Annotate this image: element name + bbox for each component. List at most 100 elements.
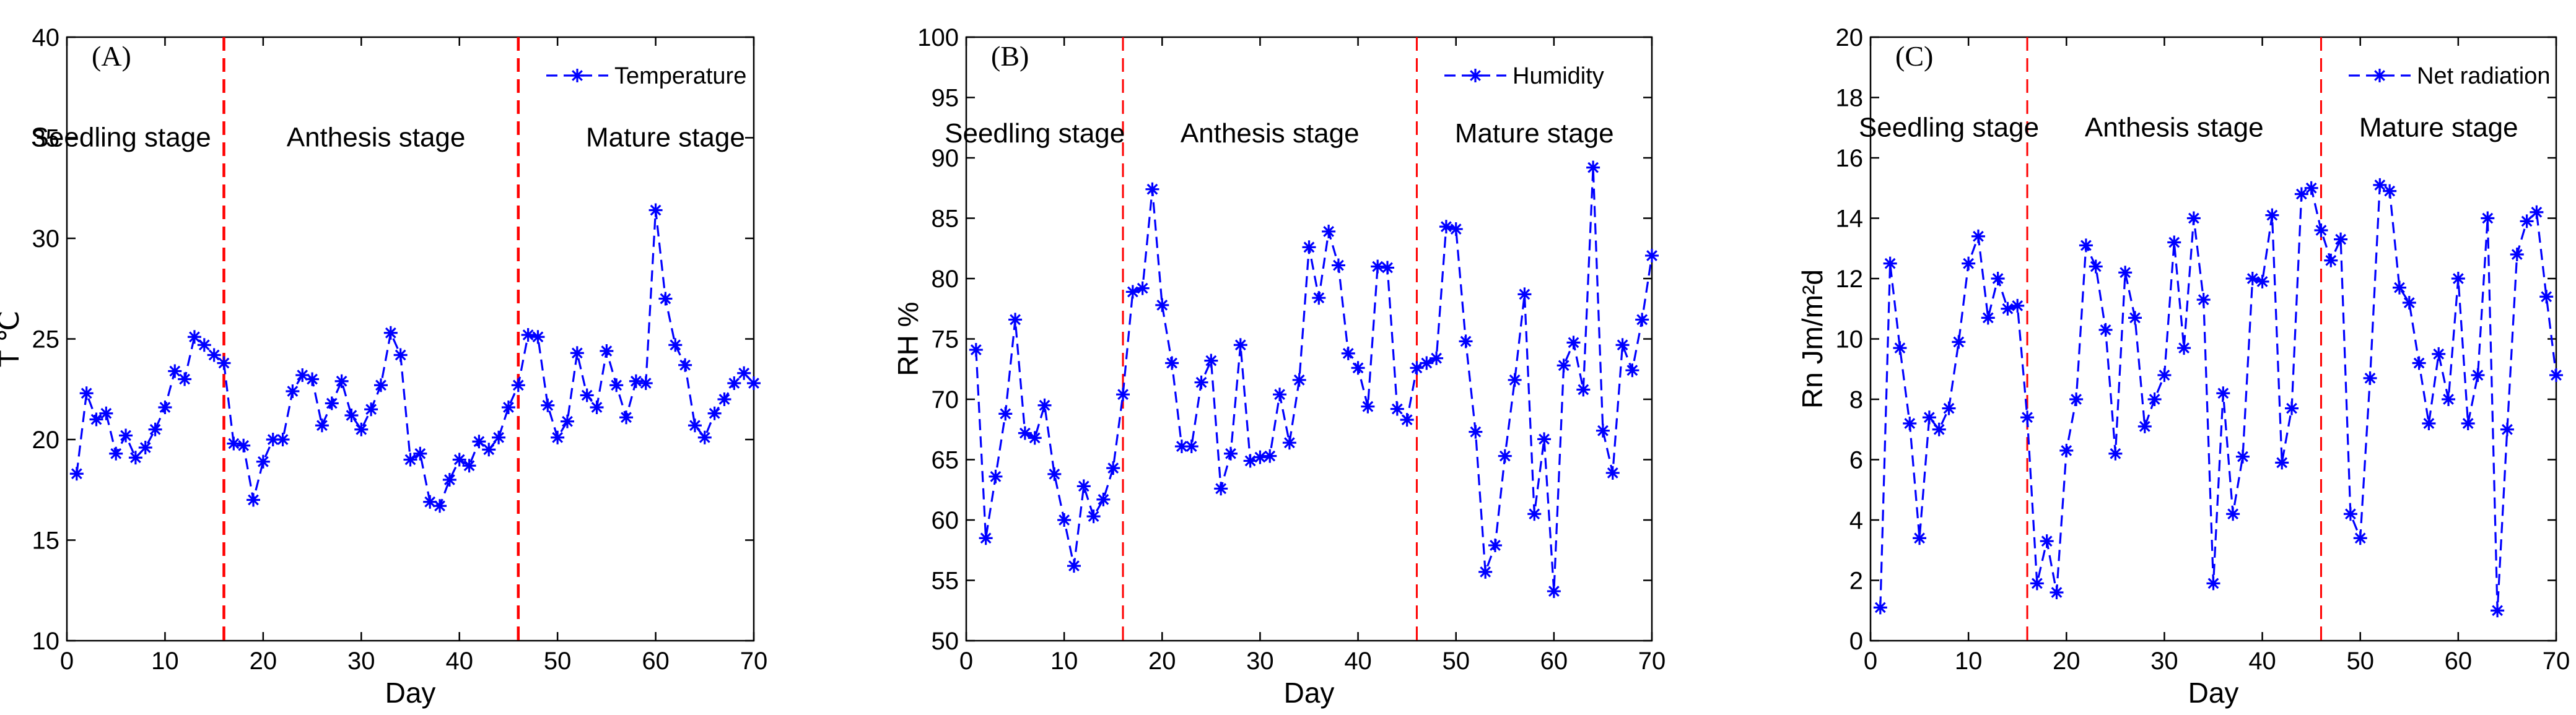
data-point [1233, 338, 1247, 352]
y-tick-label: 2 [1849, 568, 1863, 595]
data-point [168, 364, 182, 378]
data-point [2461, 417, 2475, 430]
data-point [2451, 272, 2465, 285]
data-point [2412, 356, 2426, 370]
data-point [1331, 258, 1345, 272]
data-point [2128, 311, 2142, 325]
y-tick-label: 90 [932, 145, 959, 172]
y-tick-label: 65 [932, 447, 959, 474]
data-point [2539, 290, 2554, 304]
data-point [2245, 272, 2259, 285]
data-point [1253, 450, 1267, 464]
panel-label: (B) [991, 40, 1029, 72]
x-tick-label: 0 [1864, 648, 1877, 675]
chart-panel-3: 0 10 20 30 40 50 60 70 0 2 4 6 8 10 12 14 16 18 20 Day Rn Jm… [1796, 24, 2570, 709]
data-point [2334, 232, 2348, 246]
data-point [1922, 410, 1936, 425]
x-tick-label: 20 [250, 648, 277, 675]
y-tick-label: 80 [932, 266, 959, 293]
data-point [1478, 565, 1493, 579]
x-tick-label: 50 [2346, 648, 2374, 675]
data-point [600, 344, 614, 358]
data-point [2147, 392, 2162, 406]
data-point [668, 338, 683, 352]
data-point [1106, 461, 1120, 475]
data-point [2510, 248, 2524, 261]
data-point [1155, 298, 1169, 312]
panel-label: (C) [1895, 40, 1933, 72]
data-point [2040, 534, 2054, 548]
data-point [383, 326, 398, 340]
data-point [2235, 449, 2250, 464]
y-tick-label: 100 [917, 24, 959, 51]
data-point [1508, 373, 1522, 387]
data-point [354, 422, 369, 436]
data-point [1076, 479, 1091, 493]
data-point [1517, 287, 1532, 301]
y-tick-label: 30 [32, 225, 60, 253]
data-point [570, 346, 584, 360]
data-point [286, 384, 300, 398]
data-point [1135, 281, 1150, 295]
x-tick-label: 70 [1638, 648, 1666, 675]
data-point [501, 401, 515, 414]
y-axis-label: T ℃ [0, 311, 25, 368]
data-point [393, 348, 408, 362]
data-point [315, 418, 329, 433]
data-point [148, 422, 162, 436]
data-point [325, 396, 339, 410]
data-point [403, 453, 417, 467]
data-point [2363, 371, 2377, 385]
data-point [128, 451, 142, 465]
chart-panel-2: 0 10 20 30 40 50 60 70 50 55 60 65 70 75 80 85 90 95 100 Da… [892, 24, 1666, 709]
data-point [1498, 449, 1512, 463]
data-point [2059, 443, 2074, 457]
x-tick-label: 30 [347, 648, 375, 675]
data-point [2089, 259, 2103, 274]
y-tick-label: 18 [1836, 85, 1864, 112]
x-tick-label: 60 [1540, 648, 1568, 675]
x-tick-label: 50 [1442, 648, 1470, 675]
data-point [1527, 507, 1542, 521]
y-tick-label: 50 [932, 628, 959, 655]
data-point [1625, 363, 1639, 378]
data-point [2294, 187, 2308, 201]
data-point [1459, 334, 1473, 349]
data-point [2392, 280, 2406, 295]
y-tick-label: 55 [932, 568, 959, 595]
data-point [2216, 386, 2230, 401]
data-point [1566, 336, 1581, 350]
data-point [433, 499, 447, 513]
data-point [1351, 361, 1365, 375]
data-point [1410, 361, 1424, 375]
data-point [364, 402, 378, 417]
data-point [2020, 410, 2035, 425]
data-point [1165, 356, 1179, 370]
data-point [305, 372, 320, 386]
y-tick-label: 95 [932, 85, 959, 112]
x-tick-label: 0 [959, 648, 973, 675]
data-point [178, 372, 192, 386]
x-tick-label: 10 [1050, 648, 1078, 675]
x-tick-label: 40 [445, 648, 473, 675]
stage-label: Anthesis stage [1181, 118, 1360, 149]
data-point [1488, 538, 1502, 552]
data-point [1469, 425, 1483, 439]
data-point [551, 430, 565, 444]
data-point [619, 410, 634, 425]
y-tick-label: 20 [1836, 24, 1864, 51]
data-point [541, 398, 555, 412]
data-point [1420, 356, 1434, 370]
data-point [697, 430, 712, 444]
series-line [76, 210, 755, 508]
data-point [2442, 392, 2456, 406]
y-tick-label: 16 [1836, 145, 1864, 172]
data-point [119, 428, 133, 443]
data-point [2098, 323, 2113, 337]
data-point [462, 459, 476, 473]
data-point [1635, 313, 1649, 327]
y-tick-label: 6 [1849, 447, 1863, 474]
data-point [2432, 347, 2446, 361]
data-point [1037, 398, 1052, 412]
